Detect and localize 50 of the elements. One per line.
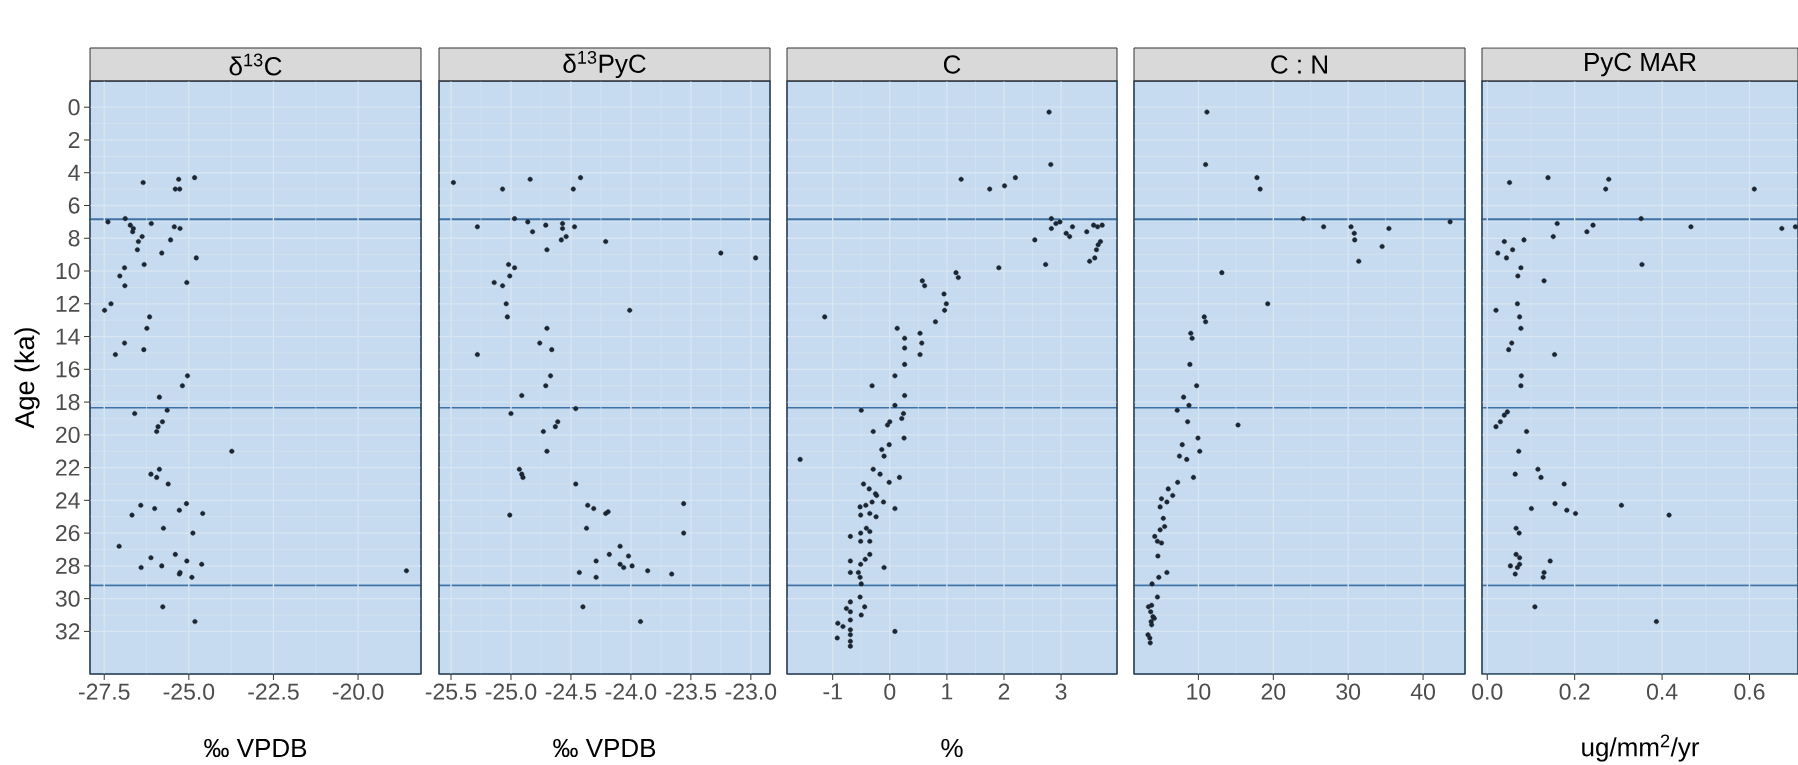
x-tick-label: -25.0 [485, 683, 537, 700]
x-tick-label: -23.0 [725, 683, 777, 700]
chart-title: C [943, 55, 961, 74]
y-tick-label: 6 [68, 197, 80, 214]
x-tick-label: 0.2 [1559, 683, 1590, 700]
x-tick-label: 0.4 [1646, 683, 1678, 700]
y-tick-label: 10 [56, 262, 80, 280]
y-tick-label: 28 [56, 557, 80, 575]
x-tick-label: 10 [1187, 683, 1211, 700]
x-axis-title: ‰ VPDB [553, 738, 656, 758]
y-tick-label: 18 [56, 393, 80, 411]
chart-title: δ$^{13}$PyC [563, 50, 646, 79]
y-tick-label: 24 [56, 492, 80, 509]
x-axis-title: % [941, 738, 963, 758]
x-tick-label: 0.0 [1472, 683, 1503, 700]
x-tick-label: -24.5 [545, 683, 597, 700]
x-tick-label: -25.0 [163, 683, 215, 700]
x-tick-label: -23.5 [665, 683, 717, 700]
y-tick-label: 2 [68, 131, 80, 148]
y-tick-label: 8 [68, 230, 80, 247]
y-tick-label: 14 [56, 328, 80, 345]
y-tick-label: 4 [68, 164, 80, 181]
x-axis-title: ug/mm$^{2}$/yr [1582, 734, 1700, 762]
x-tick-label: -1 [823, 683, 842, 700]
y-tick-label: 12 [56, 295, 80, 312]
x-tick-label: -27.5 [79, 683, 130, 700]
y-tick-label: 20 [56, 426, 80, 443]
chart-title: δ$^{13}$C [229, 53, 282, 76]
chart-title: C : N [1271, 55, 1327, 74]
x-tick-label: -25.5 [425, 683, 477, 700]
x-tick-label: -20.0 [332, 683, 384, 700]
x-tick-label: 0 [884, 683, 896, 700]
y-tick-label: 16 [56, 361, 80, 378]
y-tick-label: 30 [55, 590, 80, 607]
x-tick-label: -24.0 [605, 683, 657, 700]
x-tick-label: 2 [998, 683, 1010, 700]
chart-title: PyC MAR [1585, 52, 1696, 77]
x-tick-label: 40 [1410, 683, 1435, 700]
y-tick-label: 26 [56, 524, 80, 542]
y-tick-label: 22 [56, 459, 80, 476]
x-tick-label: 30 [1336, 683, 1361, 700]
x-tick-label: 3 [1055, 683, 1067, 700]
x-tick-label: 20 [1261, 683, 1286, 700]
y-tick-label: 32 [55, 623, 80, 640]
x-tick-label: 0.6 [1734, 683, 1765, 700]
x-tick-label: -22.5 [248, 683, 299, 700]
x-axis-title: ‰ VPDB [204, 738, 307, 758]
y-tick-label: 0 [68, 99, 80, 116]
y-axis-title: Age (ka) [14, 328, 40, 429]
x-tick-label: 1 [942, 683, 953, 700]
